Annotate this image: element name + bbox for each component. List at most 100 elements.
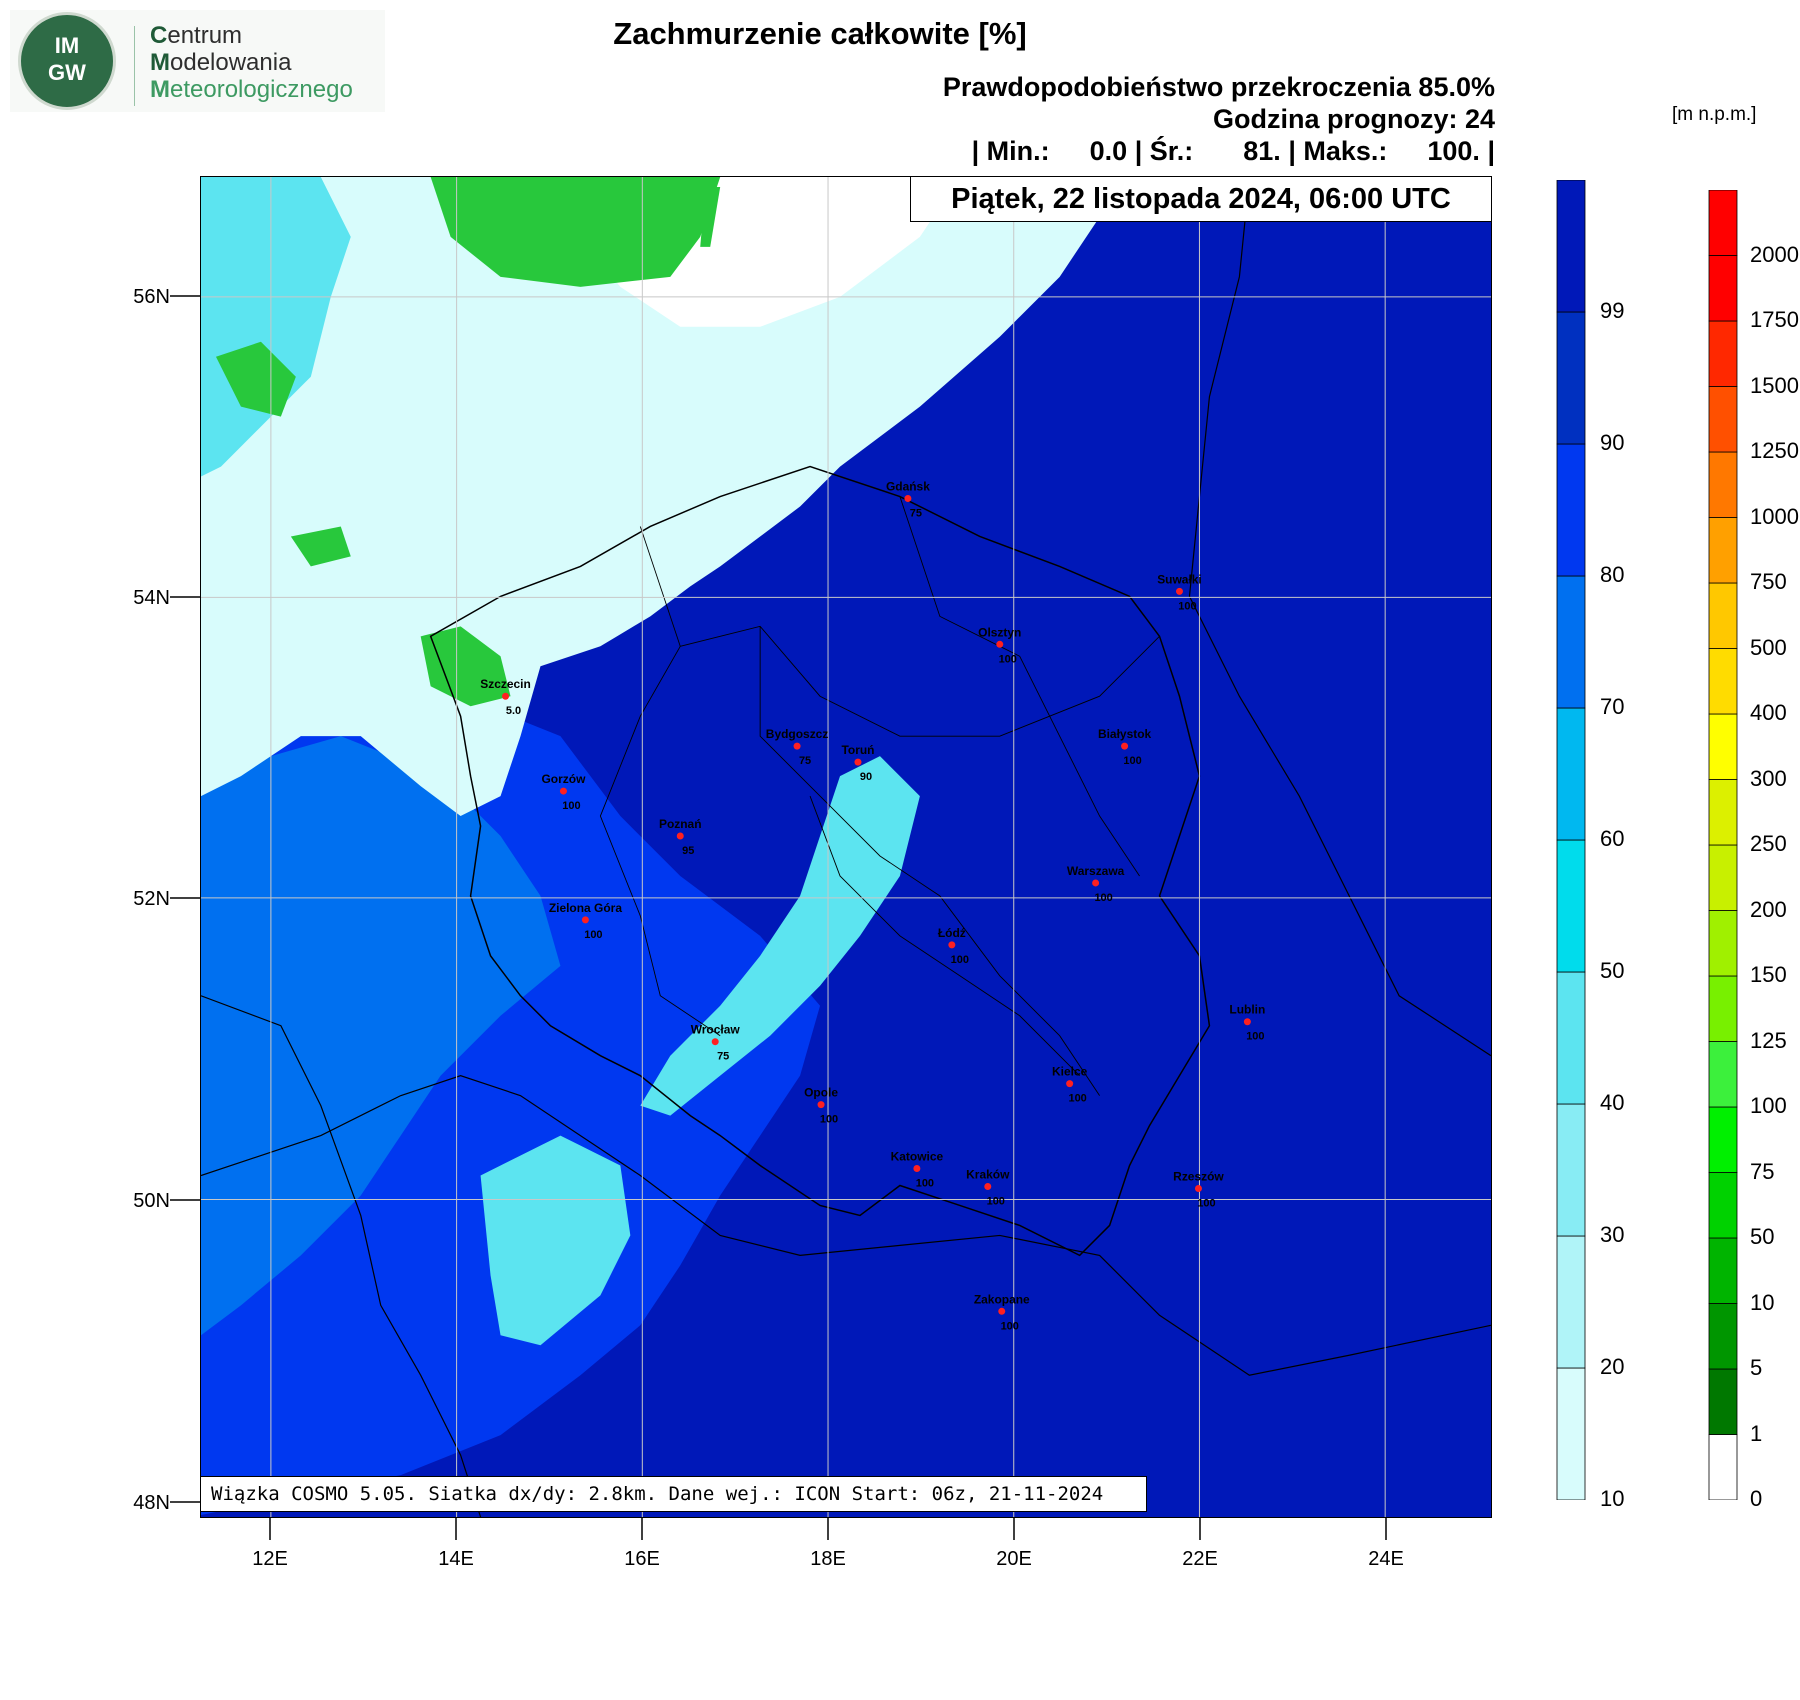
colorbar-segment [1708,975,1738,1042]
colorbar-segment [1708,648,1738,715]
lon-label-14e: 14E [438,1548,474,1570]
model-info-footer: Wiązka COSMO 5.05. Siatka dx/dy: 2.8km. … [200,1476,1147,1512]
logo-line-1: Centrum [150,22,243,49]
city-name: Gdańsk [886,480,930,494]
city-marker-icon [1243,1018,1251,1026]
lon-label-20e: 20E [996,1548,1032,1570]
city-marker-icon [854,758,862,766]
colorbar-segment [1708,713,1738,780]
colorbar-segment [1708,582,1738,649]
colorbar-segment [1708,255,1738,322]
city-value: 100 [1094,892,1112,904]
city-value: 100 [1001,1320,1019,1332]
city-marker-icon [1121,742,1129,750]
country-border-east [1188,177,1491,1057]
colorbar-label: 1 [1750,1420,1763,1446]
city-value: 100 [1197,1197,1215,1209]
colorbar-segment [1556,971,1586,1105]
colorbar-segment [1708,1303,1738,1370]
lat-ticks [170,295,200,1503]
graticule [201,177,1491,1517]
forecast-hour: Godzina prognozy: 24 [1212,104,1495,134]
city-marker-icon [998,1307,1006,1315]
cloud-cover-map: Gdańsk 75 Suwałki 100 Olsztyn 100 Szczecin 5.0 B… [200,176,1492,1518]
city-value: 100 [951,954,969,966]
colorbar-label: 1000 [1750,503,1799,529]
terrain-patch-small [290,526,351,567]
colorbar-segment [1708,1368,1738,1435]
colorbar-label: 0 [1750,1486,1763,1511]
colorbar-label: 10 [1750,1289,1775,1315]
city-marker-icon [559,787,567,795]
stats-line: | Min.: 0.0 | Śr.: 81. | Maks.: 100. | [972,136,1495,167]
lat-label-54n: 54N [133,587,170,609]
cloud-region-cyan-band [640,756,920,1116]
colorbar-segment [1556,311,1586,445]
city-name: Rzeszów [1173,1170,1224,1184]
stat-min-label: | Min.: [971,136,1050,166]
terrain-unit-label: [m n.p.m.] [1672,104,1757,125]
colorbar-segment [1556,180,1586,313]
country-border-poland [429,465,1211,1257]
lon-label-22e: 22E [1182,1548,1218,1570]
city-marker-icon [913,1165,921,1173]
cloud-colorbar [1556,180,1586,1500]
city-marker-icon [1175,587,1183,595]
city-name: Katowice [891,1150,944,1164]
colorbar-label: 20 [1600,1354,1625,1379]
colorbar-label: 30 [1600,1222,1625,1247]
colorbar-label: 100 [1750,1093,1787,1118]
forecast-date-box: Piątek, 22 listopada 2024, 06:00 UTC [910,176,1492,222]
colorbar-label: 400 [1750,700,1787,725]
colorbar-label: 5 [1750,1355,1763,1380]
city-name: Warszawa [1067,864,1125,878]
lat-label-56n: 56N [133,286,170,308]
city-marker-icon [817,1101,825,1109]
terrain-patch-west [215,341,296,417]
colorbar-segment [1708,1106,1738,1173]
terrain-patch-north-east [700,186,721,247]
city-value: 75 [910,507,922,519]
city-name: Zakopane [974,1292,1030,1306]
colorbar-label: 75 [1750,1158,1775,1184]
city-marker-icon [996,640,1004,648]
cloud-region-cyan-south [480,1135,631,1346]
city-value: 100 [1068,1093,1086,1105]
city-value: 75 [717,1051,729,1063]
logo-divider [134,26,135,106]
city-name: Lublin [1229,1003,1265,1017]
colorbar-segment [1556,1235,1586,1369]
city-value: 90 [860,771,872,783]
colorbar-segment [1708,1237,1738,1304]
lon-label-18e: 18E [810,1548,846,1570]
colorbar-segment [1708,190,1738,256]
colorbar-segment [1708,320,1738,387]
city-marker-icon [581,916,589,924]
city-name: Bydgoszcz [766,727,829,741]
colorbar-segment [1708,517,1738,584]
city-marker-icon [793,742,801,750]
city-value: 100 [1246,1031,1264,1043]
lon-label-24e: 24E [1368,1548,1404,1570]
city-name: Szczecin [480,677,531,691]
city-marker-icon [984,1182,992,1190]
city-name: Poznań [659,817,702,831]
terrain-patch-szczecin [420,626,511,707]
colorbar-label: 750 [1750,569,1787,594]
stat-avg-value: 81. [1243,136,1281,166]
colorbar-label: 1750 [1750,307,1799,332]
stat-max-value: 100. [1427,136,1480,166]
city-value: 100 [584,929,602,941]
colorbar-segment [1708,844,1738,911]
city-value: 95 [682,845,694,857]
colorbar-label: 90 [1600,430,1625,455]
colorbar-label: 70 [1600,694,1625,719]
colorbar-label: 10 [1600,1486,1625,1511]
province-borders [599,496,1160,1096]
city-value: 100 [562,800,580,812]
stat-avg-label: | Śr.: [1134,136,1194,166]
city-marker-icon [1092,879,1100,887]
city-value: 100 [916,1177,934,1189]
logo-line-2: Modelowania [150,49,292,76]
city-value: 100 [1178,600,1196,612]
